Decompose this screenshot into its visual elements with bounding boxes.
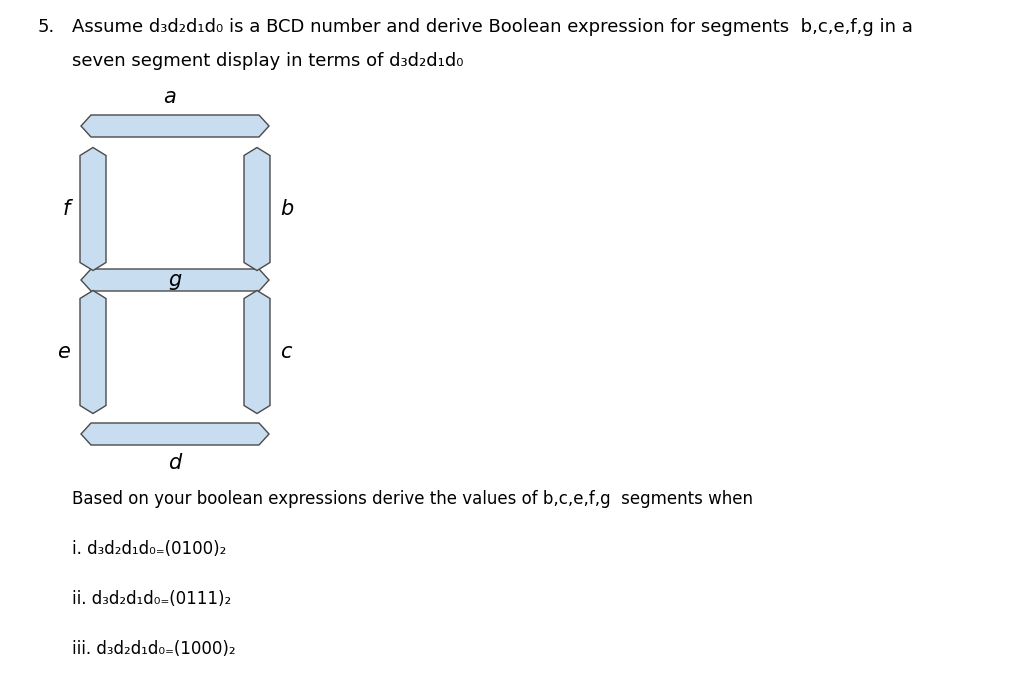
Text: e: e [57, 342, 70, 362]
Text: f: f [62, 199, 70, 219]
Polygon shape [244, 148, 270, 270]
Text: i. d₃d₂d₁d₀₌(0100)₂: i. d₃d₂d₁d₀₌(0100)₂ [72, 540, 226, 558]
Polygon shape [81, 115, 269, 137]
Text: c: c [280, 342, 292, 362]
Polygon shape [80, 290, 106, 413]
Text: ii. d₃d₂d₁d₀₌(0111)₂: ii. d₃d₂d₁d₀₌(0111)₂ [72, 590, 231, 608]
Polygon shape [81, 423, 269, 445]
Polygon shape [244, 290, 270, 413]
Text: b: b [280, 199, 293, 219]
Text: a: a [164, 87, 176, 107]
Text: seven segment display in terms of d₃d₂d₁d₀: seven segment display in terms of d₃d₂d₁… [72, 52, 464, 70]
Polygon shape [81, 269, 269, 291]
Text: Assume d₃d₂d₁d₀ is a BCD number and derive Boolean expression for segments  b,c,: Assume d₃d₂d₁d₀ is a BCD number and deri… [72, 18, 912, 36]
Text: iii. d₃d₂d₁d₀₌(1000)₂: iii. d₃d₂d₁d₀₌(1000)₂ [72, 640, 236, 658]
Polygon shape [80, 148, 106, 270]
Text: d: d [168, 453, 181, 473]
Text: g: g [168, 270, 181, 290]
Text: 5.: 5. [38, 18, 55, 36]
Text: Based on your boolean expressions derive the values of b,c,e,f,g  segments when: Based on your boolean expressions derive… [72, 490, 753, 508]
